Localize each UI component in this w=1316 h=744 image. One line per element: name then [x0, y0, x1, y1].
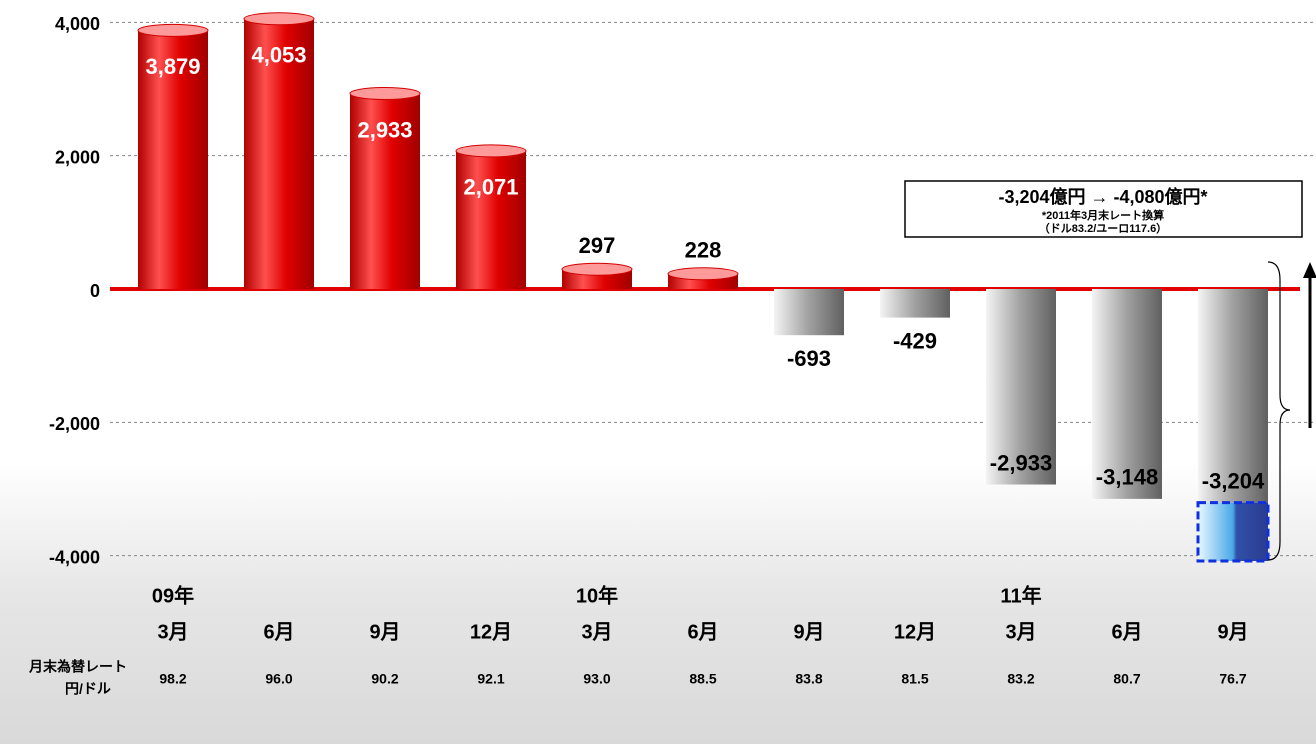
- value-label: 297: [579, 233, 616, 258]
- value-label: -3,204: [1202, 468, 1265, 493]
- bar-cap: [455, 144, 527, 158]
- x-tick-label: 9月: [369, 621, 400, 643]
- annotation-note: *2011年3月末レート換算: [1042, 208, 1164, 222]
- x-tick-label: 12月: [470, 621, 512, 643]
- bar: [350, 93, 420, 289]
- y-tick-label: -2,000: [49, 414, 100, 434]
- y-tick-label: 2,000: [55, 147, 100, 167]
- value-label: 2,071: [463, 175, 518, 200]
- value-label: -3,148: [1096, 465, 1158, 490]
- x-tick-label: 6月: [1111, 621, 1142, 643]
- x-tick-label: 3月: [1005, 621, 1036, 643]
- annotation: -3,204億円 → -4,080億円* *2011年3月末レート換算 （ドル8…: [904, 180, 1303, 238]
- adjusted-segment: [1196, 501, 1270, 563]
- bar: [880, 289, 950, 318]
- bar: [244, 18, 314, 290]
- rate: 93.0: [583, 671, 610, 687]
- rate-label: 月末為替レート: [28, 659, 127, 675]
- y-tick-label: 4,000: [55, 14, 100, 34]
- rate: 90.2: [371, 671, 398, 687]
- rate: 88.5: [689, 671, 716, 687]
- rate: 83.2: [1007, 671, 1034, 687]
- rate: 80.7: [1113, 671, 1140, 687]
- bar-cap: [137, 23, 209, 37]
- value-label: -429: [893, 328, 937, 353]
- bar: [456, 150, 526, 289]
- year-label: 09年: [152, 583, 194, 607]
- bar-cap: [243, 12, 315, 26]
- year-label: 10年: [576, 583, 618, 607]
- x-tick-label: 9月: [793, 621, 824, 643]
- value-label: 3,879: [145, 54, 200, 79]
- bar-cap: [561, 262, 633, 276]
- year-label: 11年: [1000, 583, 1041, 607]
- bar-cap: [349, 86, 421, 100]
- y-tick-label: 0: [90, 281, 100, 301]
- value-label: -693: [787, 346, 831, 371]
- x-tick-label: 6月: [263, 621, 294, 643]
- annotation-main: -3,204億円 → -4,080億円*: [998, 186, 1207, 207]
- value-label: -2,933: [990, 450, 1052, 475]
- x-tick-label: 9月: [1217, 621, 1248, 643]
- rate: 92.1: [477, 671, 504, 687]
- x-tick-label: 12月: [894, 621, 936, 643]
- bar: [774, 289, 844, 336]
- rate: 98.2: [159, 671, 186, 687]
- rate: 81.5: [901, 671, 928, 687]
- brace: [1267, 261, 1291, 561]
- bar: [1198, 289, 1268, 503]
- rate: 83.8: [795, 671, 822, 687]
- arrow-head: [1303, 262, 1316, 278]
- x-tick-label: 3月: [157, 621, 188, 643]
- annotation-box: [904, 180, 1303, 238]
- bar-cap: [667, 267, 739, 281]
- value-label: 228: [685, 238, 722, 263]
- bar: [138, 30, 208, 290]
- y-tick-label: -4,000: [49, 547, 100, 567]
- plot: 4,000 2,000 0 -2,000 -4,000 3,879 09年 3月 98.2 4,0…: [49, 12, 1316, 687]
- bar: [986, 289, 1056, 485]
- bar: [1092, 289, 1162, 499]
- rate: 96.0: [265, 671, 292, 687]
- rate-label: 円/ドル: [65, 681, 111, 697]
- x-tick-label: 3月: [581, 621, 612, 643]
- value-label: 2,933: [357, 117, 412, 142]
- annotation-note: （ドル83.2/ユーロ117.6）: [1039, 222, 1167, 235]
- rate: 76.7: [1219, 671, 1246, 687]
- value-label: 4,053: [251, 43, 306, 68]
- x-tick-label: 6月: [687, 621, 718, 643]
